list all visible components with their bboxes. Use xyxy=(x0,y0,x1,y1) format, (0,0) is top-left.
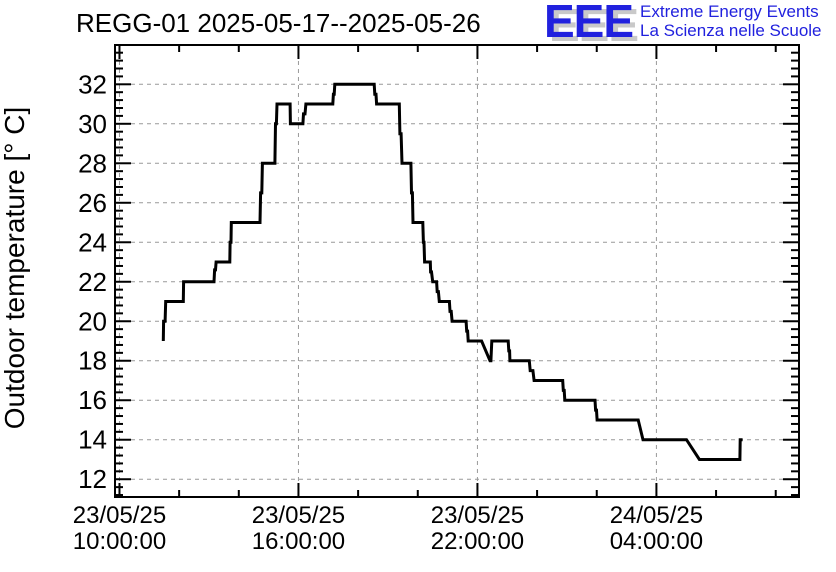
x-tick-label-date: 23/05/25 xyxy=(73,502,166,529)
x-tick-label-date: 24/05/25 xyxy=(610,502,703,529)
eee-logo-acronym: EEE xyxy=(544,0,634,47)
x-tick-label-date: 23/05/25 xyxy=(252,502,345,529)
x-tick-label-time: 04:00:00 xyxy=(610,528,703,555)
y-tick-label: 22 xyxy=(78,267,107,297)
eee-logo-text: Extreme Energy Events La Scienza nelle S… xyxy=(633,0,821,40)
y-tick-label: 30 xyxy=(78,109,107,139)
temperature-step-line xyxy=(161,82,743,461)
y-tick-label: 14 xyxy=(78,425,107,455)
eee-logo: EEE Extreme Energy Events La Scienza nel… xyxy=(544,0,822,47)
chart-frame xyxy=(114,44,800,498)
y-tick-label: 28 xyxy=(78,148,107,178)
x-tick-label-date: 23/05/25 xyxy=(431,502,524,529)
x-tick-label-time: 16:00:00 xyxy=(252,528,345,555)
eee-logo-line2: La Scienza nelle Scuole xyxy=(640,21,822,40)
y-tick-label: 32 xyxy=(78,69,107,99)
y-tick-label: 20 xyxy=(78,306,107,336)
chart-title: REGG-01 2025-05-17--2025-05-26 xyxy=(76,8,481,38)
x-tick-label-time: 10:00:00 xyxy=(73,528,166,555)
eee-logo-line1: Extreme Energy Events xyxy=(640,2,819,21)
y-tick-label: 16 xyxy=(78,385,107,415)
y-tick-label: 24 xyxy=(78,227,107,257)
y-tick-label: 26 xyxy=(78,188,107,218)
y-tick-label: 12 xyxy=(78,464,107,494)
x-tick-label-time: 22:00:00 xyxy=(431,528,524,555)
y-axis-title: Outdoor temperature [° C] xyxy=(0,107,30,429)
y-tick-label: 18 xyxy=(78,346,107,376)
